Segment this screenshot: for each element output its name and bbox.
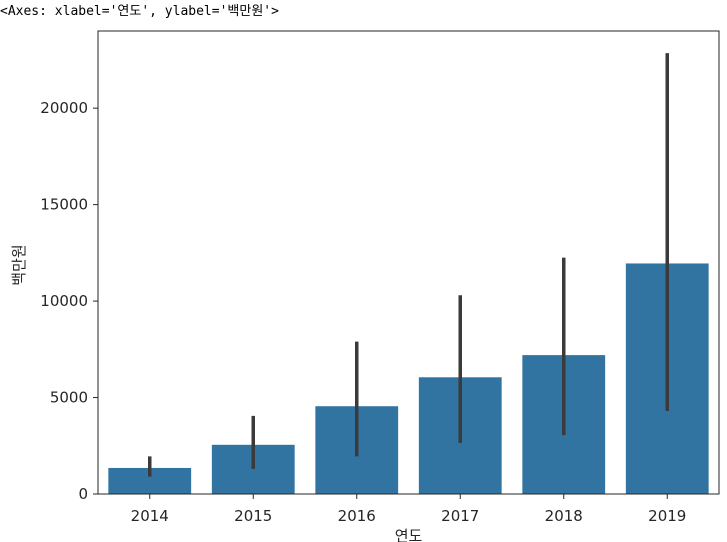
axes-frame (97, 30, 720, 495)
x-tick-label-2019: 2019 (648, 507, 686, 525)
y-tick-label-0: 0 (78, 485, 88, 503)
x-axis-label: 연도 (395, 527, 423, 542)
y-tick-label-5000: 5000 (50, 389, 88, 407)
y-tick-label-10000: 10000 (40, 292, 88, 310)
x-tick-label-2016: 2016 (338, 507, 376, 525)
y-tick-label-15000: 15000 (40, 196, 88, 214)
y-axis-label: 백만원 (10, 244, 28, 285)
axes-repr-text: <Axes: xlabel='연도', ylabel='백만원'> (0, 4, 279, 19)
x-tick-label-2015: 2015 (234, 507, 272, 525)
x-tick-label-2018: 2018 (545, 507, 583, 525)
x-tick-label-2017: 2017 (441, 507, 479, 525)
y-tick-label-20000: 20000 (40, 99, 88, 117)
x-tick-label-2014: 2014 (131, 507, 169, 525)
